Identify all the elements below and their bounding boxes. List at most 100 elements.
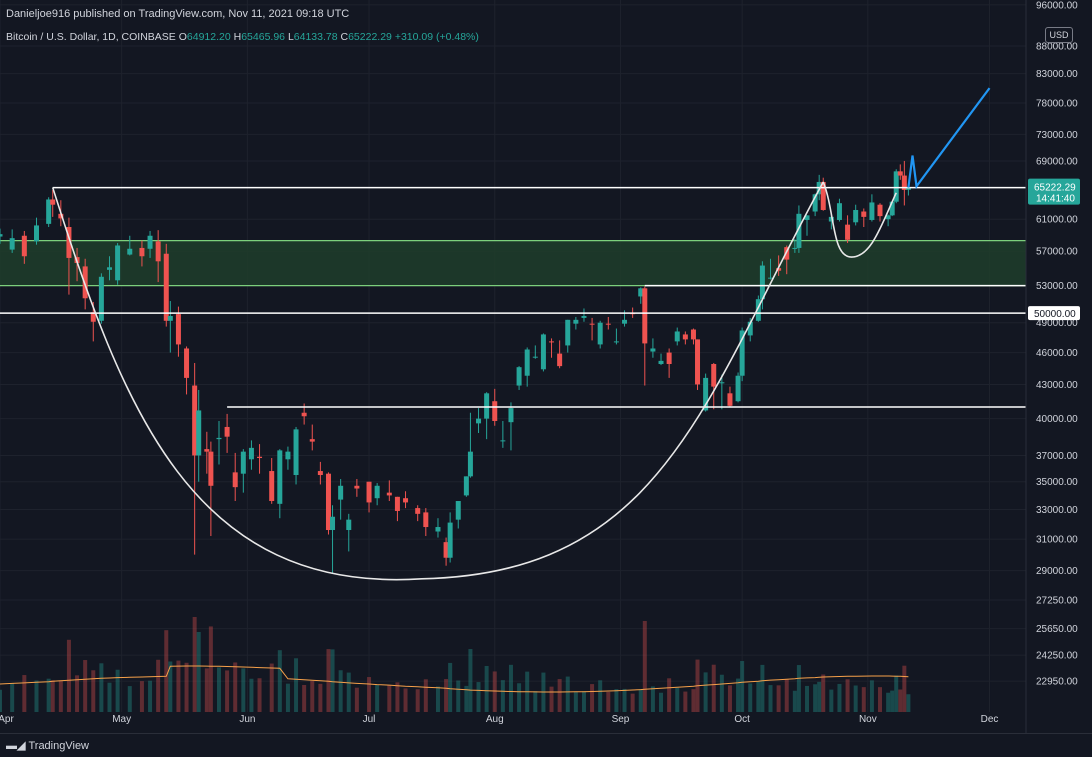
- candle-body[interactable]: [208, 451, 214, 486]
- candle-body[interactable]: [277, 450, 283, 504]
- candle-body[interactable]: [301, 412, 307, 417]
- candle-body[interactable]: [309, 439, 315, 442]
- candle-body[interactable]: [889, 201, 895, 216]
- candle-body[interactable]: [317, 471, 323, 476]
- candle-body[interactable]: [443, 542, 449, 558]
- candle-body[interactable]: [853, 209, 859, 223]
- candle-body[interactable]: [565, 319, 571, 346]
- candle-body[interactable]: [285, 451, 291, 460]
- candle-body[interactable]: [196, 410, 202, 456]
- candle-body[interactable]: [224, 426, 230, 437]
- candle-body[interactable]: [613, 341, 619, 343]
- candle-body[interactable]: [532, 356, 538, 358]
- candle-body[interactable]: [293, 429, 299, 476]
- candle-body[interactable]: [792, 247, 798, 249]
- candle-body[interactable]: [21, 235, 27, 257]
- candle-body[interactable]: [386, 492, 392, 496]
- candle-body[interactable]: [127, 248, 133, 255]
- candle-body[interactable]: [66, 227, 72, 258]
- candle-body[interactable]: [192, 385, 198, 456]
- candle-body[interactable]: [727, 393, 733, 406]
- candle-body[interactable]: [204, 449, 210, 452]
- candle-body[interactable]: [836, 203, 842, 220]
- candle-body[interactable]: [597, 322, 603, 345]
- candle-body[interactable]: [147, 235, 153, 249]
- candle-body[interactable]: [905, 187, 911, 190]
- candle-body[interactable]: [435, 527, 441, 532]
- candle-body[interactable]: [0, 234, 3, 237]
- candle-body[interactable]: [50, 199, 56, 205]
- candle-body[interactable]: [735, 375, 741, 402]
- candle-body[interactable]: [540, 334, 546, 370]
- candle-body[interactable]: [658, 360, 664, 365]
- candle-body[interactable]: [695, 339, 701, 385]
- tradingview-logo[interactable]: ▬◢ TradingView: [6, 739, 89, 752]
- candle-body[interactable]: [666, 352, 672, 365]
- candle-body[interactable]: [463, 476, 469, 496]
- candle-body[interactable]: [755, 299, 761, 321]
- candle-body[interactable]: [269, 471, 275, 502]
- candle-body[interactable]: [484, 393, 490, 419]
- candle-body[interactable]: [325, 473, 331, 531]
- candle-body[interactable]: [776, 268, 782, 271]
- candle-body[interactable]: [366, 481, 372, 503]
- candle-body[interactable]: [167, 316, 173, 321]
- candle-body[interactable]: [455, 501, 461, 520]
- candle-body[interactable]: [415, 508, 421, 514]
- candle-body[interactable]: [747, 321, 753, 336]
- candle-body[interactable]: [828, 216, 834, 222]
- candle-body[interactable]: [98, 276, 104, 321]
- candle-body[interactable]: [682, 334, 688, 340]
- candle-body[interactable]: [175, 314, 181, 345]
- candle-body[interactable]: [820, 181, 826, 210]
- candle-body[interactable]: [90, 312, 96, 322]
- candle-body[interactable]: [516, 367, 522, 386]
- candle-body[interactable]: [423, 512, 429, 528]
- candle-body[interactable]: [394, 496, 400, 511]
- time-axis[interactable]: Apr May Jun Jul Aug Sep Oct Nov Dec: [0, 714, 998, 725]
- candle-body[interactable]: [557, 353, 563, 367]
- candle-body[interactable]: [650, 348, 656, 352]
- candle-body[interactable]: [605, 323, 611, 325]
- candle-body[interactable]: [115, 245, 121, 281]
- candle-body[interactable]: [719, 382, 725, 384]
- candle-body[interactable]: [901, 175, 907, 190]
- candle-body[interactable]: [492, 401, 498, 421]
- candle-body[interactable]: [163, 253, 169, 321]
- candle-body[interactable]: [796, 213, 802, 248]
- candle-body[interactable]: [403, 498, 409, 503]
- candle-body[interactable]: [869, 202, 875, 220]
- candle-body[interactable]: [812, 194, 818, 212]
- candle-body[interactable]: [711, 364, 717, 387]
- candle-body[interactable]: [500, 440, 506, 442]
- candle-body[interactable]: [58, 213, 64, 219]
- candle-body[interactable]: [184, 348, 190, 378]
- candle-body[interactable]: [467, 451, 473, 477]
- candle-body[interactable]: [232, 472, 238, 488]
- candle-body[interactable]: [374, 485, 380, 499]
- candle-body[interactable]: [768, 277, 774, 279]
- candle-body[interactable]: [216, 437, 222, 440]
- candle-body[interactable]: [139, 247, 145, 257]
- candle-body[interactable]: [46, 199, 52, 224]
- currency-button[interactable]: USD: [1045, 27, 1073, 43]
- candle-body[interactable]: [739, 330, 745, 376]
- candle-body[interactable]: [106, 267, 112, 270]
- candle-body[interactable]: [9, 238, 15, 250]
- candle-body[interactable]: [784, 247, 790, 260]
- candle-body[interactable]: [508, 408, 514, 423]
- candle-body[interactable]: [861, 211, 867, 217]
- candle-body[interactable]: [893, 171, 899, 202]
- candle-body[interactable]: [877, 204, 883, 217]
- candle-body[interactable]: [703, 377, 709, 411]
- candle-body[interactable]: [642, 288, 648, 344]
- candle-body[interactable]: [804, 215, 810, 220]
- price-axis[interactable]: 96000.00 88000.00 83000.00 78000.00 73000.00…: [1028, 0, 1080, 688]
- candle-body[interactable]: [155, 241, 161, 262]
- candle-body[interactable]: [549, 341, 555, 343]
- candle-body[interactable]: [759, 265, 765, 300]
- candle-body[interactable]: [338, 485, 344, 500]
- candle-body[interactable]: [240, 451, 246, 474]
- candle-body[interactable]: [346, 519, 352, 531]
